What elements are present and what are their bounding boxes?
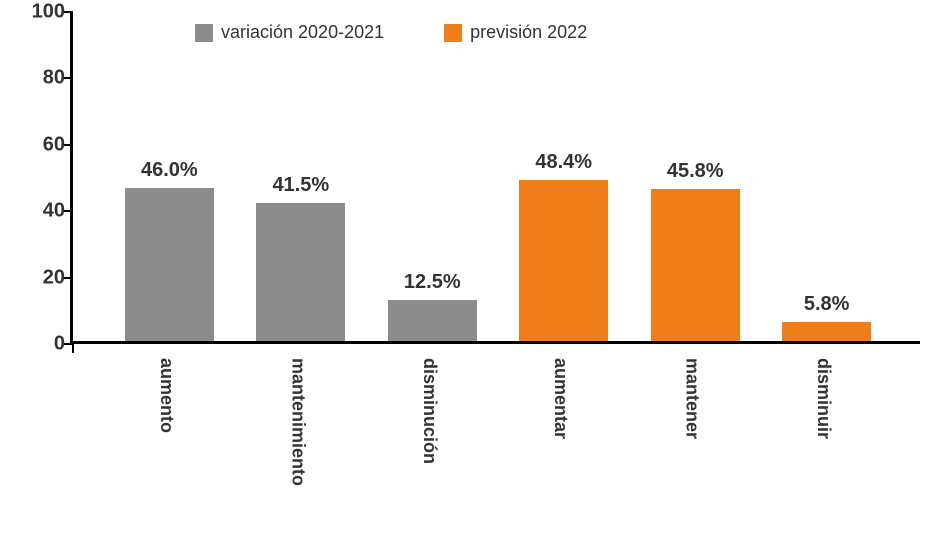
legend-label: variación 2020-2021 [221, 22, 384, 43]
y-tick-mark [64, 210, 73, 212]
legend-swatch [444, 24, 462, 42]
x-category-label: disminución [419, 358, 440, 464]
x-origin-tick [72, 344, 74, 353]
bar: 41.5% [256, 203, 345, 341]
bar: 46.0% [125, 188, 214, 341]
bar: 5.8% [782, 322, 871, 341]
y-tick-mark [64, 77, 73, 79]
bar: 45.8% [651, 189, 740, 341]
y-tick-mark [64, 144, 73, 146]
bar-value-label: 41.5% [272, 174, 329, 197]
bar-value-label: 5.8% [804, 293, 850, 316]
legend-label: previsión 2022 [470, 22, 587, 43]
legend: variación 2020-2021 previsión 2022 [195, 22, 587, 43]
x-category-labels: aumento mantenimiento disminución aumentar m… [70, 358, 920, 548]
legend-item: variación 2020-2021 [195, 22, 384, 43]
bar: 48.4% [519, 180, 608, 341]
plot-area: 02040608010046.0%41.5%12.5%48.4%45.8%5.8… [70, 12, 920, 344]
bar: 12.5% [388, 300, 477, 342]
bar-value-label: 48.4% [535, 151, 592, 174]
y-tick-mark [64, 11, 73, 13]
legend-item: previsión 2022 [444, 22, 587, 43]
x-category-label: disminuir [813, 358, 834, 439]
legend-swatch [195, 24, 213, 42]
bar-chart: 02040608010046.0%41.5%12.5%48.4%45.8%5.8… [0, 0, 950, 534]
x-category-label: aumento [156, 358, 177, 433]
x-category-label: mantener [682, 358, 703, 439]
x-category-label: aumentar [550, 358, 571, 439]
y-tick-mark [64, 277, 73, 279]
bar-value-label: 46.0% [141, 159, 198, 182]
bar-value-label: 12.5% [404, 271, 461, 294]
bar-value-label: 45.8% [667, 160, 724, 183]
x-category-label: mantenimiento [287, 358, 308, 486]
